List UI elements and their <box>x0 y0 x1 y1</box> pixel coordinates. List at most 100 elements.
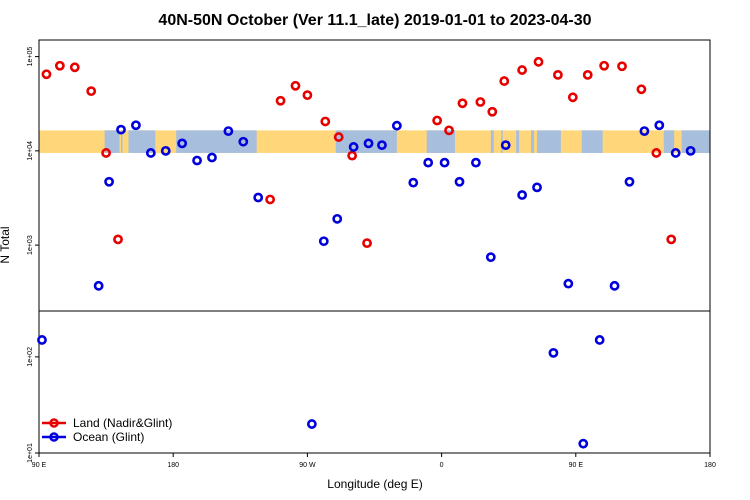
data-point <box>517 65 528 75</box>
y-lower-tick-label: 1e+02 <box>27 347 34 367</box>
data-point <box>599 60 610 71</box>
data-point <box>116 124 126 135</box>
data-point <box>333 132 344 142</box>
data-point <box>487 106 498 117</box>
plot-frame <box>38 39 711 454</box>
data-point <box>37 335 47 345</box>
y-axis-label: N Total <box>0 226 12 263</box>
axis-ticks: 90 E 180 90 W 0 90 E 180 1e+03 1e+04 1e+05 1e+01 1… <box>27 47 716 469</box>
data-point <box>454 176 465 187</box>
data-point <box>101 148 111 158</box>
x-tick-label: 90 E <box>569 462 584 469</box>
data-point <box>253 192 264 203</box>
data-point <box>93 280 104 291</box>
data-point <box>548 347 559 358</box>
ocean-segment <box>121 130 123 153</box>
x-tick-label: 90 W <box>299 462 316 469</box>
y-upper-tick-label: 1e+03 <box>27 235 34 255</box>
data-point <box>306 419 317 429</box>
data-point <box>113 234 123 245</box>
data-point <box>617 61 627 72</box>
data-point <box>348 142 359 152</box>
data-point <box>475 97 486 107</box>
legend-label-land: Land (Nadir&Glint) <box>73 416 172 430</box>
ocean-segment <box>581 130 603 153</box>
ocean-segment <box>128 130 156 153</box>
data-point <box>444 125 454 136</box>
legend-marker-land <box>49 418 59 428</box>
data-point <box>320 116 331 127</box>
legend-label-ocean: Ocean (Glint) <box>73 430 144 444</box>
data-point <box>666 234 677 245</box>
ocean-segment <box>501 130 503 153</box>
data-point <box>582 69 593 80</box>
data-point <box>532 182 542 193</box>
x-axis-label: Longitude (deg E) <box>327 477 422 491</box>
data-point <box>391 120 402 131</box>
data-point <box>408 177 419 188</box>
data-point <box>609 280 620 291</box>
data-point <box>86 86 97 97</box>
series-ocean <box>37 120 696 449</box>
legend-marker-ocean <box>49 432 59 442</box>
y-upper-tick-label: 1e+04 <box>27 141 34 161</box>
data-point <box>318 236 329 247</box>
x-tick-label: 180 <box>167 462 179 469</box>
data-point <box>69 62 80 73</box>
y-upper-tick-label: 1e+05 <box>27 47 34 67</box>
ocean-segment <box>176 130 257 153</box>
data-point <box>567 92 578 103</box>
ocean-segment <box>531 130 535 153</box>
data-point <box>290 80 301 91</box>
legend: Land (Nadir&Glint) Ocean (Glint) <box>42 416 172 444</box>
data-point <box>517 190 528 200</box>
data-point <box>553 69 563 80</box>
data-point <box>470 157 481 168</box>
data-point <box>624 176 635 187</box>
land-ocean-band <box>39 130 710 153</box>
data-point <box>363 138 374 149</box>
plot-border <box>38 39 711 454</box>
data-points <box>37 56 696 449</box>
ocean-segment <box>663 130 675 153</box>
data-point <box>54 60 65 71</box>
data-point <box>651 148 662 158</box>
ocean-segment <box>104 130 120 153</box>
data-point <box>654 120 665 131</box>
data-point <box>563 278 574 289</box>
data-point <box>499 76 510 86</box>
x-tick-label: 0 <box>440 462 444 469</box>
data-point <box>223 126 234 137</box>
x-tick-label: 180 <box>704 462 716 469</box>
legend-item-land: Land (Nadir&Glint) <box>42 416 172 430</box>
data-point <box>347 150 358 161</box>
data-point <box>685 145 696 156</box>
data-point <box>500 140 511 151</box>
ocean-segment <box>537 130 561 153</box>
data-point <box>639 126 650 137</box>
data-point <box>145 148 156 158</box>
data-point <box>362 238 372 249</box>
data-point <box>439 157 450 168</box>
data-point <box>432 115 443 126</box>
data-point <box>160 145 171 156</box>
y-lower-tick-label: 1e+01 <box>27 443 34 463</box>
data-point <box>131 120 141 131</box>
x-tick-label: 90 E <box>32 462 47 469</box>
data-point <box>104 176 114 187</box>
ocean-segment <box>516 130 520 153</box>
legend-item-ocean: Ocean (Glint) <box>42 430 144 444</box>
ocean-segment <box>490 130 494 153</box>
chart-title: 40N-50N October (Ver 11.1_late) 2019-01-… <box>158 12 591 29</box>
data-point <box>485 252 496 263</box>
data-point <box>636 84 647 95</box>
data-point <box>423 157 434 168</box>
data-point <box>265 194 276 205</box>
data-point <box>332 213 343 224</box>
data-point <box>533 56 544 67</box>
data-point <box>457 98 468 109</box>
data-point <box>594 335 605 345</box>
data-point <box>670 148 681 158</box>
data-point <box>275 95 286 106</box>
